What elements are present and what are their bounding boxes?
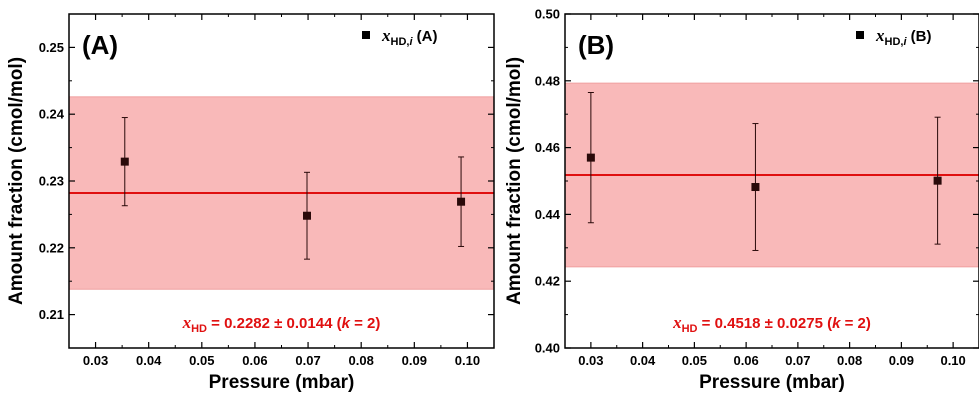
y-axis-label: Amount fraction (cmol/mol)	[504, 57, 525, 305]
legend-symbol: x	[875, 26, 885, 45]
chart-panel-b: 0.03 0.04 0.05 0.06 0.07 0.08 0.09 0.10 0.40 0.42…	[504, 7, 979, 393]
x-tick-label: 0.08	[837, 353, 862, 368]
y-axis-label: Amount fraction (cmol/mol)	[6, 57, 27, 305]
result-value: = 0.2282 ± 0.0144 (	[207, 315, 342, 332]
x-tick-label: 0.06	[733, 353, 758, 368]
data-point	[120, 157, 129, 166]
x-tick-label: 0.09	[889, 353, 914, 368]
legend-symbol: x	[381, 26, 391, 45]
data-point	[457, 197, 466, 206]
legend-label: xHD,i (B)	[875, 26, 932, 48]
result-k-tail: = 2)	[840, 315, 870, 332]
legend-subscript: HD,	[885, 36, 904, 48]
x-axis-label: Pressure (mbar)	[209, 372, 355, 393]
panel-label: (A)	[82, 30, 118, 60]
x-tick-label: 0.04	[630, 353, 656, 368]
legend-suffix: (A)	[413, 28, 438, 45]
result-value: = 0.4518 ± 0.0275 (	[698, 315, 833, 332]
x-axis-label: Pressure (mbar)	[699, 372, 845, 393]
result-symbol: x	[182, 313, 192, 332]
result-k: k	[832, 315, 841, 332]
result-subscript: HD	[682, 323, 698, 335]
legend-marker	[362, 31, 370, 39]
x-tick-label: 0.09	[402, 353, 427, 368]
legend-marker	[856, 31, 864, 39]
result-k-tail: = 2)	[350, 315, 380, 332]
data-point	[303, 211, 311, 220]
data-point	[933, 176, 942, 185]
data-point	[751, 183, 760, 192]
y-tick-label: 0.42	[535, 274, 560, 289]
y-tick-label: 0.50	[535, 7, 560, 22]
y-tick-label: 0.44	[535, 207, 561, 222]
result-k: k	[342, 315, 351, 332]
x-tick-label: 0.04	[136, 353, 162, 368]
x-tick-label: 0.05	[682, 353, 707, 368]
y-tick-label: 0.21	[39, 307, 64, 322]
x-tick-label: 0.05	[189, 353, 214, 368]
result-symbol: x	[672, 313, 682, 332]
x-tick-label: 0.07	[295, 353, 320, 368]
panel-label: (B)	[578, 30, 614, 60]
x-tick-label: 0.06	[242, 353, 267, 368]
y-tick-label: 0.25	[39, 40, 64, 55]
x-tick-label: 0.08	[349, 353, 374, 368]
x-tick-label: 0.10	[455, 353, 480, 368]
x-tick-label: 0.10	[940, 353, 965, 368]
result-text: xHD = 0.4518 ± 0.0275 (k = 2)	[672, 313, 871, 335]
y-tick-label: 0.48	[535, 73, 560, 88]
data-point	[586, 153, 595, 162]
chart-panel-a: 0.03 0.04 0.05 0.06 0.07 0.08 0.09 0.10 0.21 0.22…	[6, 13, 495, 393]
x-tick-label: 0.03	[83, 353, 108, 368]
y-tick-label: 0.22	[39, 240, 64, 255]
y-tick-label: 0.40	[535, 341, 560, 356]
y-tick-label: 0.24	[39, 107, 65, 122]
legend-label: xHD,i (A)	[381, 26, 438, 48]
x-tick-label: 0.07	[785, 353, 810, 368]
y-tick-label: 0.46	[535, 140, 560, 155]
result-text: xHD = 0.2282 ± 0.0144 (k = 2)	[182, 313, 381, 335]
legend-subscript: HD,	[391, 36, 410, 48]
legend-suffix: (B)	[907, 28, 932, 45]
legend-subscript-italic: i	[903, 36, 907, 48]
legend-subscript-italic: i	[409, 36, 413, 48]
y-tick-label: 0.23	[39, 174, 64, 189]
result-subscript: HD	[191, 323, 207, 335]
x-tick-label: 0.03	[578, 353, 603, 368]
